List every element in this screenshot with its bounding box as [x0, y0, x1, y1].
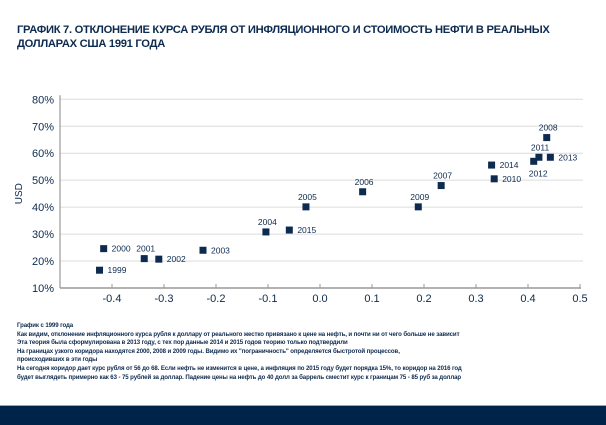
- data-point: [285, 226, 293, 234]
- data-point: [437, 182, 445, 190]
- data-label: 2002: [167, 254, 186, 264]
- data-point: [199, 246, 207, 254]
- data-label: 2005: [298, 192, 317, 202]
- y-tick-label: 10%: [32, 283, 54, 295]
- note-line: будет выглядеть примерно как 63 - 75 руб…: [17, 373, 462, 381]
- x-tick-label: 0.4: [520, 293, 535, 305]
- data-label: 2011: [531, 142, 550, 152]
- data-point: [535, 153, 543, 161]
- data-label: 2014: [500, 160, 519, 170]
- note-line: Как видим, отклонение инфляционного курс…: [17, 330, 460, 338]
- data-point: [543, 134, 551, 142]
- data-point: [140, 255, 148, 263]
- x-tick-label: 0.0: [312, 293, 327, 305]
- data-point: [262, 228, 270, 236]
- chart-title: ГРАФИК 7. ОТКЛОНЕНИЕ КУРСА РУБЛЯ ОТ ИНФЛ…: [17, 24, 550, 50]
- y-tick-label: 60%: [32, 148, 54, 160]
- note-line: происходивших в эти годы: [17, 356, 98, 364]
- data-point: [546, 153, 554, 161]
- data-label: 2008: [539, 123, 558, 133]
- data-point: [96, 266, 104, 274]
- data-label: 2013: [558, 152, 577, 162]
- x-tick-label: 0.2: [416, 293, 431, 305]
- note-line: На сегодня коридор дает курс рубля от 56…: [17, 364, 462, 372]
- data-point: [530, 157, 538, 165]
- data-label: 2007: [433, 171, 452, 181]
- x-tick-label: 0.1: [364, 293, 379, 305]
- y-tick-label: 40%: [32, 202, 54, 214]
- scatter-chart: 10% 20% 30% 40% 50% 60% 70% 80% -0.4 -0.3 -0.2 -0.1…: [14, 94, 588, 305]
- data-label: 2001: [136, 244, 155, 254]
- y-axis-label: USD: [14, 183, 25, 204]
- data-label: 1999: [108, 265, 127, 275]
- y-tick-label: 20%: [32, 256, 54, 268]
- data-label: 2006: [355, 177, 374, 187]
- data-label: 2012: [529, 168, 548, 178]
- chart-notes: График с 1999 года Как видим, отклонение…: [17, 322, 462, 382]
- data-label: 2015: [297, 225, 316, 235]
- data-point: [155, 255, 163, 263]
- note-line: График с 1999 года: [17, 322, 74, 329]
- data-point: [488, 161, 496, 169]
- data-point: [100, 245, 108, 253]
- data-label: 2003: [211, 245, 230, 255]
- data-point: [490, 175, 498, 183]
- data-label: 2010: [502, 174, 521, 184]
- data-point: [414, 203, 422, 211]
- x-tick-label: -0.3: [155, 293, 174, 305]
- y-tick-label: 50%: [32, 175, 54, 187]
- note-line: На границах узкого коридора находятся 20…: [17, 347, 400, 355]
- x-tick-label: 0.5: [572, 293, 587, 305]
- data-point: [302, 203, 310, 211]
- y-tick-label: 30%: [32, 229, 54, 241]
- data-label: 2004: [258, 217, 277, 227]
- x-tick-label: -0.1: [259, 293, 278, 305]
- x-tick-label: -0.2: [207, 293, 226, 305]
- y-tick-label: 80%: [32, 94, 54, 106]
- footer-band: [0, 405, 606, 425]
- x-tick-label: -0.4: [103, 293, 122, 305]
- note-line: Эта теория была сформулирована в 2013 го…: [17, 339, 348, 347]
- x-tick-label: 0.3: [468, 293, 483, 305]
- data-label: 2000: [112, 244, 131, 254]
- data-point: [359, 188, 367, 196]
- y-tick-label: 70%: [32, 121, 54, 133]
- data-label: 2009: [410, 192, 429, 202]
